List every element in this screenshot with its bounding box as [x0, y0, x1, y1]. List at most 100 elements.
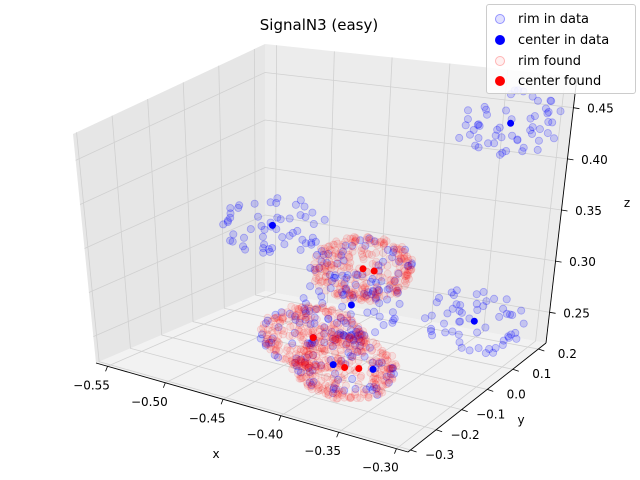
rim-found-point [388, 375, 397, 384]
rim-in-data-point [388, 364, 397, 373]
rim-found-point [383, 261, 392, 270]
rim-found-point [358, 347, 367, 356]
rim-in-data-point [472, 299, 481, 308]
rim-found-point [327, 329, 336, 338]
rim-found-point [351, 237, 360, 246]
rim-in-data-point [250, 199, 259, 208]
rim-in-data-point [480, 102, 489, 111]
rim-found-point [278, 315, 287, 324]
rim-in-data-point [280, 240, 289, 249]
rim-found-point [273, 326, 282, 335]
rim-in-data-point [285, 309, 294, 318]
rim-in-data-point [307, 240, 316, 249]
rim-found-point [365, 356, 374, 365]
rim-found-point [288, 310, 297, 319]
rim-found-point [319, 344, 328, 353]
rim-in-data-point [301, 299, 310, 308]
rim-in-data-point [482, 297, 491, 306]
rim-in-data-point [351, 332, 360, 341]
rim-found-point [331, 332, 340, 341]
rim-in-data-point [374, 261, 383, 270]
rim-found-point [337, 333, 346, 342]
rim-found-point [324, 277, 333, 286]
rim-in-data-point [479, 287, 488, 296]
rim-found-point [321, 364, 330, 373]
rim-in-data-point [497, 133, 506, 142]
rim-found-point [403, 270, 412, 279]
center-in-data-point [329, 361, 337, 369]
z-tick-label: 0.35 [575, 204, 602, 218]
rim-found-point [273, 313, 282, 322]
rim-found-point [312, 304, 321, 313]
rim-found-point [352, 393, 361, 402]
x-tick-mark [220, 399, 224, 405]
rim-in-data-point [474, 133, 483, 142]
rim-found-point [358, 327, 367, 336]
rim-in-data-point [305, 368, 314, 377]
rim-found-point [367, 346, 376, 355]
rim-found-point [340, 393, 349, 402]
rim-in-data-point [375, 312, 384, 321]
rim-in-data-point [360, 331, 369, 340]
rim-found-point [402, 279, 411, 288]
rim-in-data-point [345, 334, 354, 343]
rim-found-point [402, 271, 411, 280]
rim-found-point [404, 262, 413, 271]
rim-in-data-point [349, 293, 358, 302]
center-in-data-point [369, 365, 377, 373]
rim-found-point [317, 363, 326, 372]
rim-found-point [337, 242, 346, 251]
rim-in-data-point [310, 319, 319, 328]
rim-found-point [347, 289, 356, 298]
rim-found-point [388, 363, 397, 372]
rim-found-point [362, 235, 371, 244]
rim-in-data-point [360, 352, 369, 361]
rim-found-point [329, 373, 338, 382]
rim-in-data-point [226, 209, 235, 218]
rim-found-point [354, 322, 363, 331]
rim-found-point [370, 372, 379, 381]
rim-in-data-point [338, 290, 347, 299]
rim-found-point [384, 364, 393, 373]
rim-in-data-point [342, 273, 351, 282]
x-tick-label: −0.40 [246, 428, 283, 442]
x-tick-mark [105, 366, 108, 372]
rim-found-point [328, 306, 337, 315]
rim-found-point [383, 364, 392, 373]
rim-in-data-point [481, 349, 490, 358]
rim-found-point [256, 325, 265, 334]
rim-found-point [380, 376, 389, 385]
z-tick-label: 0.25 [563, 306, 590, 320]
rim-found-point [314, 365, 323, 374]
rim-found-point [352, 334, 361, 343]
rim-in-data-point [474, 344, 483, 353]
rim-found-point [291, 313, 300, 322]
rim-found-point [371, 380, 380, 389]
rim-found-point [275, 317, 284, 326]
z-tick-label: 0.40 [581, 153, 608, 167]
rim-found-point [376, 348, 385, 357]
rim-in-data-point [306, 320, 315, 329]
rim-found-point [276, 318, 285, 327]
rim-found-point [394, 250, 403, 259]
rim-in-data-point [366, 277, 375, 286]
rim-found-point [267, 342, 276, 351]
rim-found-point [391, 275, 400, 284]
rim-found-point [343, 263, 352, 272]
rim-in-data-point [291, 358, 300, 367]
rim-found-point [335, 325, 344, 334]
rim-found-point [359, 388, 368, 397]
rim-in-data-point [461, 121, 470, 130]
rim-found-point [358, 284, 367, 293]
rim-in-data-point [479, 302, 488, 311]
rim-in-data-point [370, 237, 379, 246]
rim-in-data-point [285, 231, 294, 240]
rim-in-data-point [301, 306, 310, 315]
rim-in-data-point [268, 244, 277, 253]
rim-found-point [359, 347, 368, 356]
rim-found-point [383, 351, 392, 360]
rim-found-point [336, 282, 345, 291]
rim-in-data-point [504, 333, 513, 342]
y-tick-mark [487, 389, 494, 392]
rim-found-point [395, 262, 404, 271]
